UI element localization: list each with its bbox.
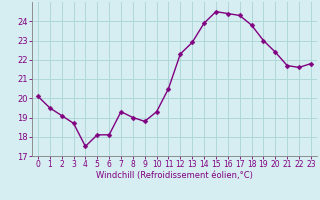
X-axis label: Windchill (Refroidissement éolien,°C): Windchill (Refroidissement éolien,°C): [96, 171, 253, 180]
